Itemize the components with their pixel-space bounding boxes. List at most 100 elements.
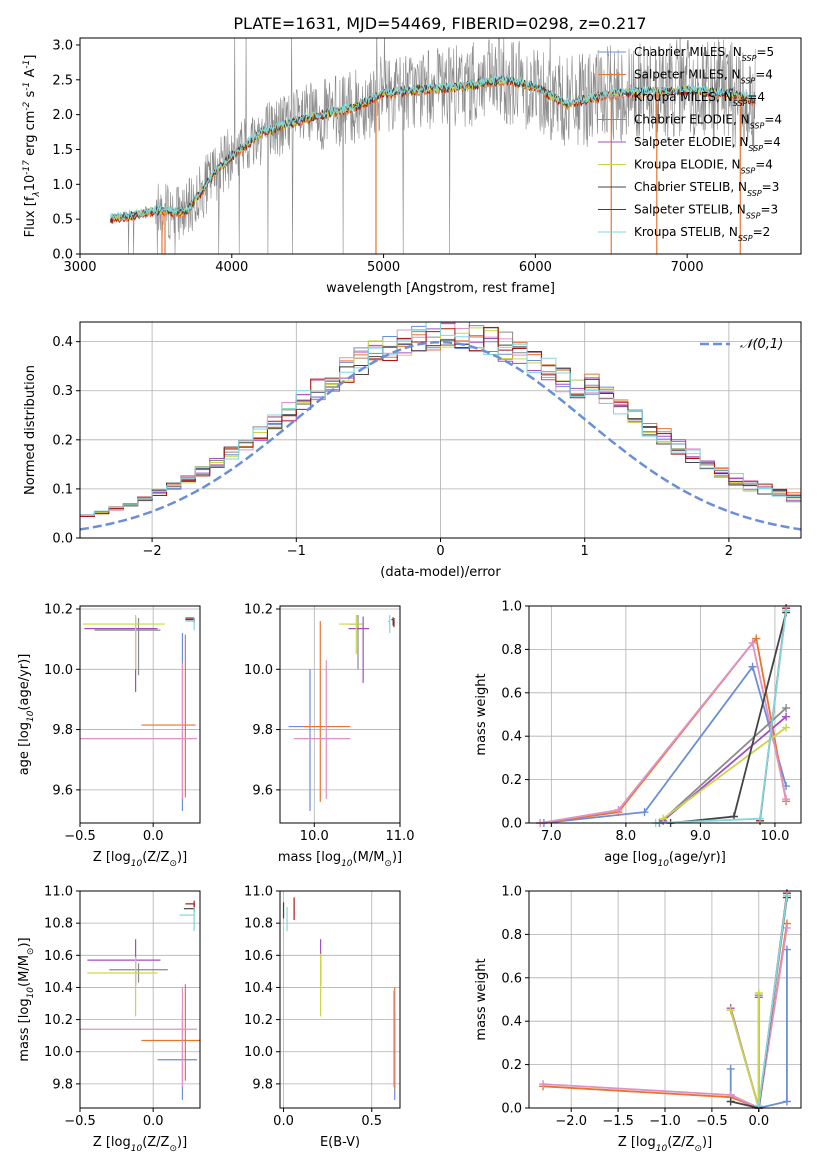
label-part: age [log — [17, 722, 32, 775]
axes-frame — [279, 605, 401, 824]
x-axis-label: Z [log10(Z/Z⊙)] — [93, 1135, 187, 1154]
axes-frame — [79, 605, 201, 824]
legend-sub: SSP — [742, 54, 757, 63]
x-tick-label: 8.0 — [616, 829, 637, 844]
x-tick-label: −0.5 — [696, 1114, 728, 1129]
label-part: 10 — [26, 987, 36, 999]
legend-entry: Kroupa ELODIE, NSSP=4 — [634, 158, 773, 176]
mass-weight-marker — [614, 805, 623, 814]
y-tick-label: 0.0 — [501, 1102, 522, 1117]
x-tick-label: −1.5 — [602, 1114, 634, 1129]
y-tick-label: 3.0 — [52, 38, 73, 53]
legend-sub: SSP — [746, 211, 761, 220]
label-part: -1 — [22, 82, 32, 91]
y-axis-label: mass weight — [474, 673, 489, 755]
label-part: mass weight — [474, 673, 489, 755]
label-part: Z [log — [618, 1135, 656, 1150]
label-part: -1 — [22, 60, 32, 69]
label-part: A — [23, 69, 38, 82]
label-part: (age/yr)] — [17, 654, 32, 711]
x-tick-label: −1 — [287, 544, 306, 559]
label-part: 10 — [26, 710, 36, 722]
y-tick-label: 10.2 — [244, 603, 273, 618]
label-part: mass [log — [17, 998, 32, 1061]
x-tick-label: −2.0 — [555, 1114, 587, 1129]
y-tick-label: 2.0 — [52, 108, 73, 123]
legend-entry: Kroupa MILES, NSSP=4 — [634, 90, 765, 108]
legend-entry: Kroupa STELIB, NSSP=2 — [634, 225, 770, 243]
y-tick-label: 10.0 — [44, 663, 73, 678]
x-tick-label: 0.5 — [361, 1114, 382, 1129]
figure-title: PLATE=1631, MJD=54469, FIBERID=0298, z=0… — [233, 14, 646, 33]
x-tick-label: 5000 — [367, 260, 400, 275]
model-spectrum-line — [109, 74, 756, 220]
y-tick-label: 10.0 — [244, 663, 273, 678]
y-tick-label: 10.0 — [44, 1045, 73, 1060]
mass-weight-line — [729, 993, 760, 1109]
label-part: mass [log — [278, 850, 341, 865]
x-tick-label: −0.5 — [64, 829, 96, 844]
legend-count: =3 — [760, 203, 778, 217]
y-tick-label: 10.8 — [44, 917, 73, 932]
label-part: ⊙ — [169, 1144, 177, 1154]
mass-weight-marker — [782, 1097, 791, 1106]
y-tick-label: 10.6 — [44, 949, 73, 964]
x-axis-label: Z [log10(Z/Z⊙)] — [618, 1135, 712, 1154]
label-part: 𝒩(0,1) — [740, 337, 783, 352]
x-tick-label: −1.0 — [649, 1114, 681, 1129]
y-tick-label: 1.5 — [52, 143, 73, 158]
y-tick-label: 0.0 — [501, 817, 522, 832]
y-axis-label: mass weight — [474, 958, 489, 1040]
label-part: E(B-V) — [320, 1135, 360, 1150]
label-part: (Z/Z — [142, 850, 169, 865]
mass-vs-Z-panel: −0.5 0.0 9.8 10.0 10.2 10.4 10.6 10.8 11.0 Z [log… — [17, 885, 201, 1154]
mass-vs-ebv-panel: 0.0 0.5 9.8 10.0 10.2 10.4 10.6 10.8 11.0 E(B-V) — [244, 885, 401, 1150]
label-part: Normed distribution — [23, 365, 38, 495]
legend-sub: SSP — [750, 121, 765, 130]
observed-spectrum-line — [110, 38, 756, 254]
x-tick-label: −0.5 — [64, 1114, 96, 1129]
label-part: age [log — [604, 850, 657, 865]
label-part: (Z/Z — [142, 1135, 169, 1150]
legend-count: =5 — [756, 45, 774, 59]
label-part: λ — [32, 191, 42, 197]
legend-count: =4 — [755, 68, 773, 82]
y-tick-label: 0.0 — [52, 532, 73, 547]
legend-sub: SSP — [741, 76, 756, 85]
y-tick-label: 0.8 — [501, 928, 522, 943]
y-tick-label: 1.0 — [501, 600, 522, 615]
mass-weight-marker — [782, 923, 791, 932]
mass-weight-line — [658, 707, 787, 824]
mass-weight-marker — [756, 814, 765, 823]
label-part: wavelength [Angstrom, rest frame] — [326, 281, 555, 296]
x-tick-label: 6000 — [519, 260, 552, 275]
y-axis-label: Normed distribution — [23, 365, 38, 495]
y-tick-label: 9.6 — [252, 783, 273, 798]
y-tick-label: 1.0 — [52, 178, 73, 193]
y-axis-label: mass [log10(M/M⊙)] — [17, 937, 36, 1061]
legend-model: Chabrier ELODIE, N — [634, 113, 750, 127]
mass-weight-vs-age-panel: 7.0 8.0 9.0 10.0 0.0 0.2 0.4 0.6 0.8 1.0 age [log1… — [474, 600, 802, 869]
y-tick-label: 10.8 — [244, 917, 273, 932]
y-tick-label: 10.2 — [244, 1013, 273, 1028]
x-tick-label: 0.0 — [143, 829, 164, 844]
y-tick-label: 10.6 — [244, 949, 273, 964]
x-tick-label: 7000 — [671, 260, 704, 275]
axes-frame — [79, 890, 201, 1109]
mass-weight-line — [662, 726, 787, 820]
x-tick-label: 11.0 — [386, 829, 415, 844]
legend-sub: SSP — [733, 99, 748, 108]
label-part: mass weight — [474, 958, 489, 1040]
x-tick-label: 4000 — [215, 260, 248, 275]
legend-entry: Chabrier STELIB, NSSP=3 — [634, 180, 779, 198]
label-part: (age/yr)] — [669, 850, 726, 865]
axes-frame — [79, 37, 802, 255]
y-tick-label: 11.0 — [244, 885, 273, 900]
mass-weight-marker — [782, 723, 791, 732]
mass-weight-vs-Z-panel: −2.0 −1.5 −1.0 −0.5 0.0 0.0 0.2 0.4 0.6 0.8 1.0 Z [… — [474, 885, 802, 1154]
legend-model: Salpeter STELIB, N — [634, 203, 746, 217]
legend-model: Salpeter ELODIE, N — [634, 135, 748, 149]
mass-vs-Z-errorbars — [80, 900, 200, 1100]
mass-weight-marker — [754, 988, 763, 997]
mass-weight-marker — [748, 662, 757, 671]
